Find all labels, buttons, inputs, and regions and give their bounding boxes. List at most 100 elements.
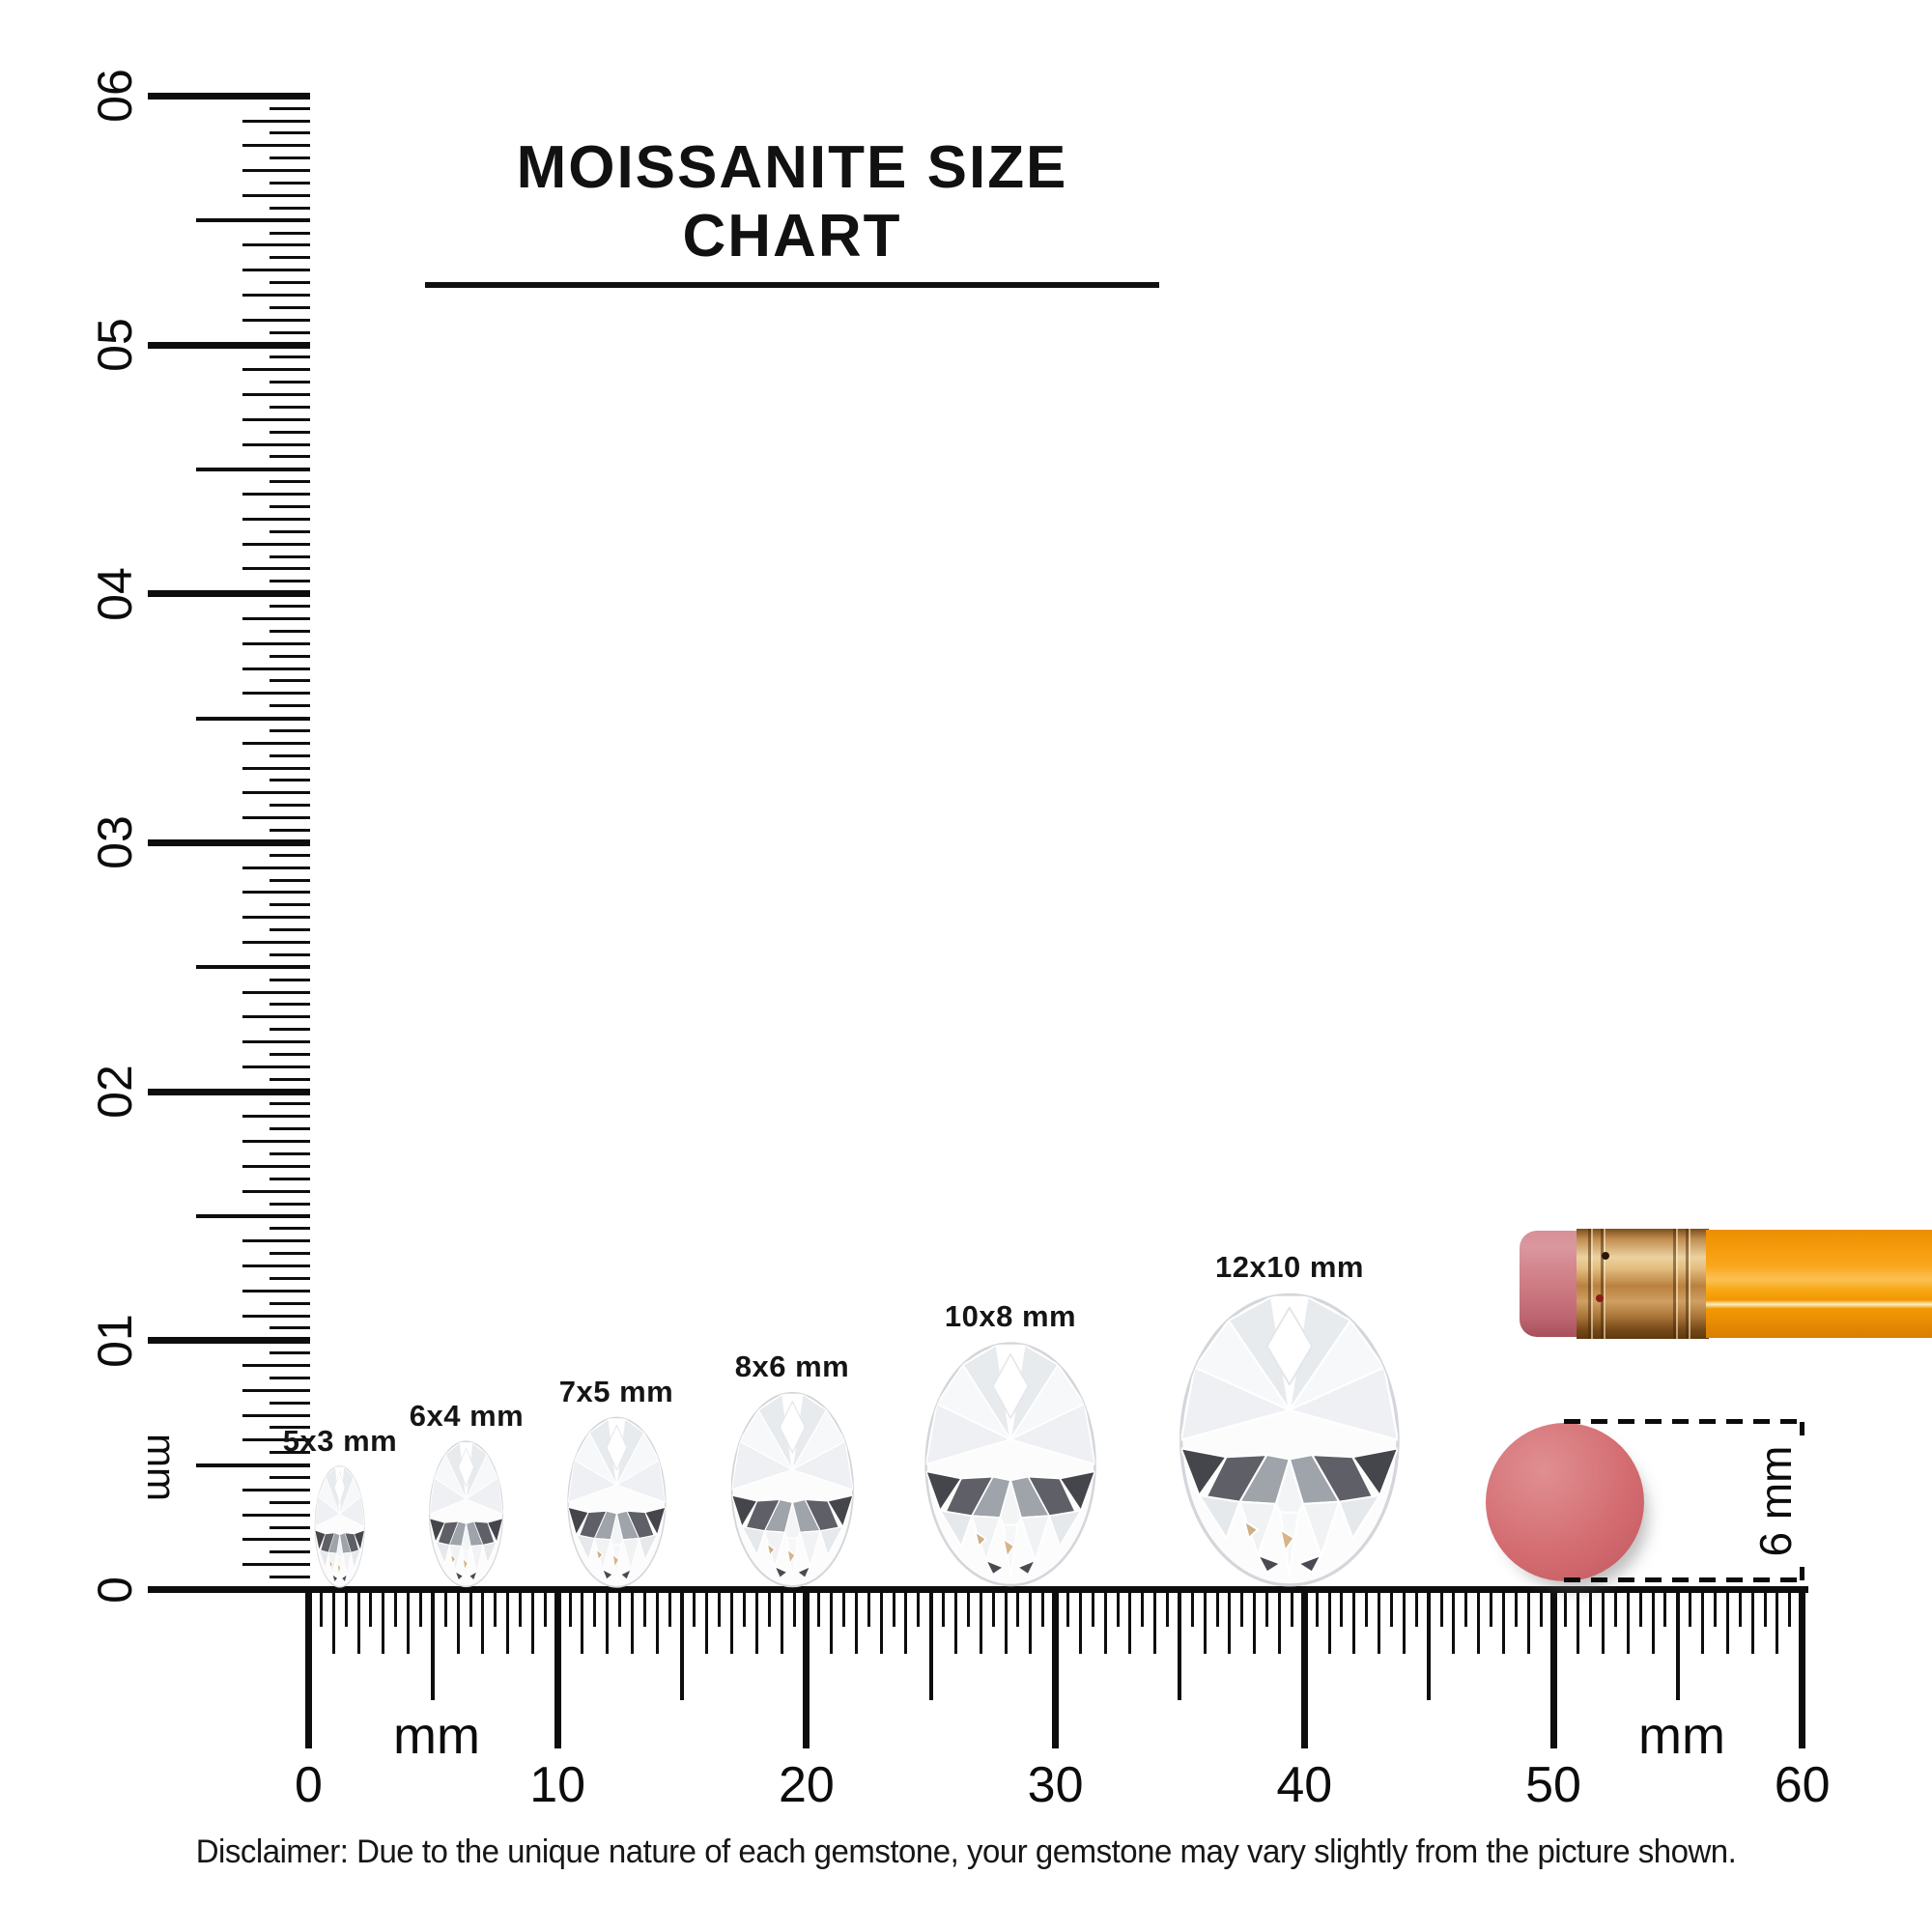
ruler-tick [331, 1586, 335, 1654]
ruler-tick [1352, 1586, 1356, 1654]
ruler-tick [879, 1586, 883, 1654]
ruler-tick [270, 704, 310, 708]
ruler-tick [242, 1488, 310, 1492]
horizontal-ruler-number: 10 [529, 1757, 586, 1813]
ruler-tick [407, 1586, 411, 1654]
ruler-tick [242, 1413, 310, 1417]
ruler-tick [242, 766, 310, 770]
ruler-tick [382, 1586, 385, 1654]
ruler-tick [242, 1563, 310, 1567]
ruler-tick [680, 1586, 685, 1700]
ruler-tick [305, 1586, 312, 1748]
ruler-tick [1153, 1586, 1157, 1654]
gem-7x5 [566, 1415, 668, 1589]
gem-size-label: 5x3 mm [282, 1424, 398, 1459]
ruler-tick [242, 169, 310, 173]
ruler-tick [270, 654, 310, 658]
ruler-tick [1190, 1586, 1194, 1627]
ruler-tick [1539, 1586, 1543, 1627]
ruler-tick [1589, 1586, 1593, 1627]
horizontal-ruler-unit-label-left: mm [393, 1707, 480, 1765]
ruler-tick [705, 1586, 709, 1654]
ruler-tick [1004, 1586, 1008, 1654]
ruler-tick [242, 1115, 310, 1119]
ruler-tick [270, 330, 310, 334]
ruler-tick [270, 1376, 310, 1379]
ruler-tick [270, 106, 310, 110]
ruler-tick [1402, 1586, 1406, 1654]
ruler-tick [270, 1525, 310, 1529]
ruler-tick [1128, 1586, 1132, 1654]
ruler-tick [242, 567, 310, 571]
ruler-tick [519, 1586, 523, 1627]
ruler-tick [1477, 1586, 1481, 1654]
ruler-tick [270, 1127, 310, 1131]
ruler-tick [1327, 1586, 1331, 1654]
pencil-ferrule [1577, 1229, 1709, 1339]
ruler-tick [270, 1028, 310, 1032]
vertical-ruler-unit-label: mm [139, 1434, 185, 1501]
ruler-tick [991, 1586, 995, 1627]
ruler-tick [242, 417, 310, 421]
dimension-line-top [1564, 1419, 1805, 1424]
ruler-tick [1738, 1586, 1742, 1627]
vertical-ruler-number: 01 [88, 1313, 142, 1368]
ruler-tick [270, 903, 310, 907]
ruler-tick [642, 1586, 646, 1627]
ruler-tick [554, 1586, 561, 1748]
ruler-tick [1725, 1586, 1729, 1654]
ruler-tick [1166, 1586, 1170, 1627]
ferrule-crimp-rings [1584, 1229, 1613, 1339]
ruler-tick [1141, 1586, 1145, 1627]
ruler-tick [242, 243, 310, 247]
ruler-tick [242, 193, 310, 197]
ruler-tick [270, 1301, 310, 1305]
ruler-tick [242, 1239, 310, 1243]
ruler-tick [270, 978, 310, 981]
ruler-tick [1065, 1586, 1069, 1627]
ruler-tick [270, 1003, 310, 1007]
ruler-baseline [305, 1586, 1808, 1593]
ruler-tick [494, 1586, 497, 1627]
ruler-tick [270, 281, 310, 285]
ruler-tick [1714, 1586, 1717, 1627]
ruler-tick [344, 1586, 348, 1627]
ruler-tick [270, 804, 310, 808]
ruler-tick [270, 779, 310, 782]
gem-size-label: 6x4 mm [409, 1399, 525, 1434]
ruler-tick [1514, 1586, 1518, 1627]
ruler-tick [242, 269, 310, 272]
ruler-tick [270, 1102, 310, 1106]
ruler-tick [270, 206, 310, 210]
ruler-tick [242, 517, 310, 521]
ruler-tick [242, 293, 310, 297]
ruler-tick [242, 1140, 310, 1144]
horizontal-ruler-number: 20 [778, 1757, 835, 1813]
horizontal-ruler-number: 50 [1525, 1757, 1581, 1813]
ruler-tick [270, 629, 310, 633]
ruler-tick [270, 952, 310, 956]
ruler-tick [242, 1264, 310, 1267]
pencil-eraser [1520, 1231, 1578, 1337]
ruler-tick [1675, 1586, 1680, 1700]
ruler-tick [270, 355, 310, 359]
dimension-line-bottom [1564, 1577, 1805, 1582]
ruler-tick [817, 1586, 821, 1627]
ruler-tick [830, 1586, 834, 1654]
gem-size-label: 10x8 mm [944, 1299, 1077, 1334]
ruler-tick [196, 467, 310, 471]
gem-size-label: 7x5 mm [558, 1374, 674, 1408]
ruler-tick [1663, 1586, 1667, 1627]
ruler-tick [270, 480, 310, 484]
ruler-tick [270, 181, 310, 185]
ruler-tick [270, 1451, 310, 1455]
ruler-tick [1290, 1586, 1293, 1627]
ruler-tick [148, 838, 310, 846]
ruler-tick [431, 1586, 436, 1700]
ruler-tick [1626, 1586, 1630, 1654]
ruler-tick [1365, 1586, 1369, 1627]
ruler-tick [1265, 1586, 1269, 1627]
ruler-tick [693, 1586, 696, 1627]
ruler-tick [242, 393, 310, 397]
